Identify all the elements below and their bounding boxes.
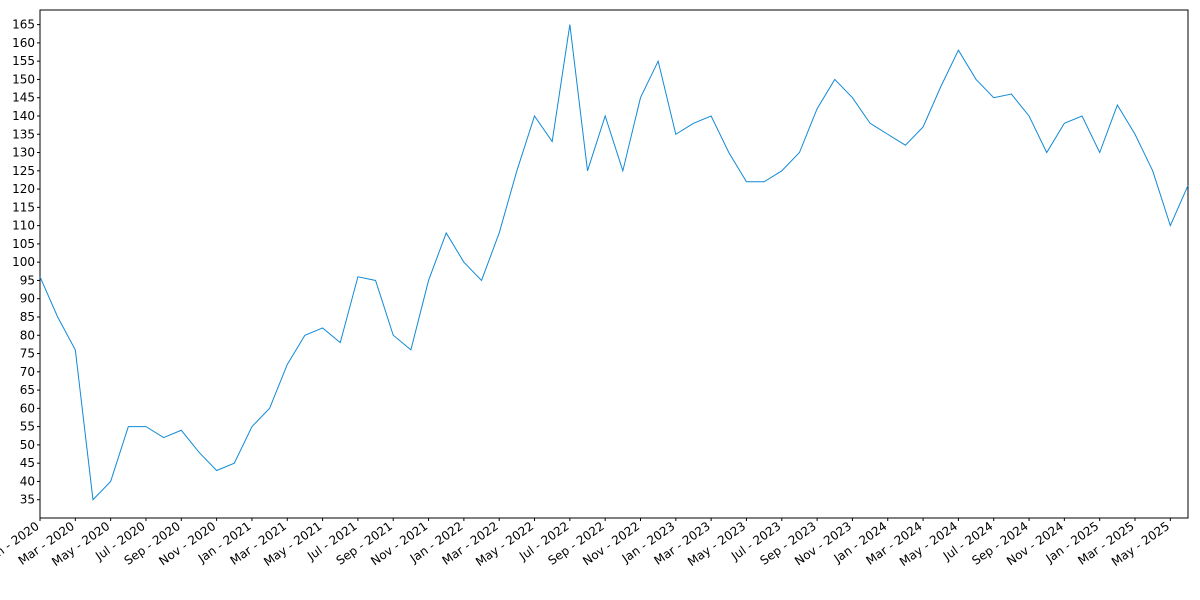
y-tick-label: 155 [12, 54, 35, 68]
y-tick-label: 90 [20, 292, 35, 306]
y-tick-label: 100 [12, 255, 35, 269]
y-tick-label: 65 [20, 383, 35, 397]
y-tick-label: 160 [12, 36, 35, 50]
y-tick-label: 125 [12, 164, 35, 178]
y-tick-label: 75 [20, 347, 35, 361]
y-tick-label: 135 [12, 127, 35, 141]
y-tick-label: 70 [20, 365, 35, 379]
y-tick-label: 85 [20, 310, 35, 324]
y-tick-label: 95 [20, 273, 35, 287]
y-tick-label: 140 [12, 109, 35, 123]
y-tick-label: 145 [12, 91, 35, 105]
line-series [39, 24, 1189, 501]
y-tick-label: 130 [12, 146, 35, 160]
y-tick-label: 150 [12, 72, 35, 86]
y-tick-label: 105 [12, 237, 35, 251]
y-tick-label: 35 [20, 493, 35, 507]
y-tick-label: 115 [12, 200, 35, 214]
y-tick-label: 45 [20, 456, 35, 470]
y-tick-label: 110 [12, 219, 35, 233]
y-tick-label: 55 [20, 420, 35, 434]
y-tick-label: 40 [20, 474, 35, 488]
plot-frame [39, 9, 1189, 519]
y-tick-label: 60 [20, 401, 35, 415]
y-tick-label: 120 [12, 182, 35, 196]
y-tick-label: 50 [20, 438, 35, 452]
y-tick-label: 165 [12, 18, 35, 32]
y-tick-label: 80 [20, 328, 35, 342]
